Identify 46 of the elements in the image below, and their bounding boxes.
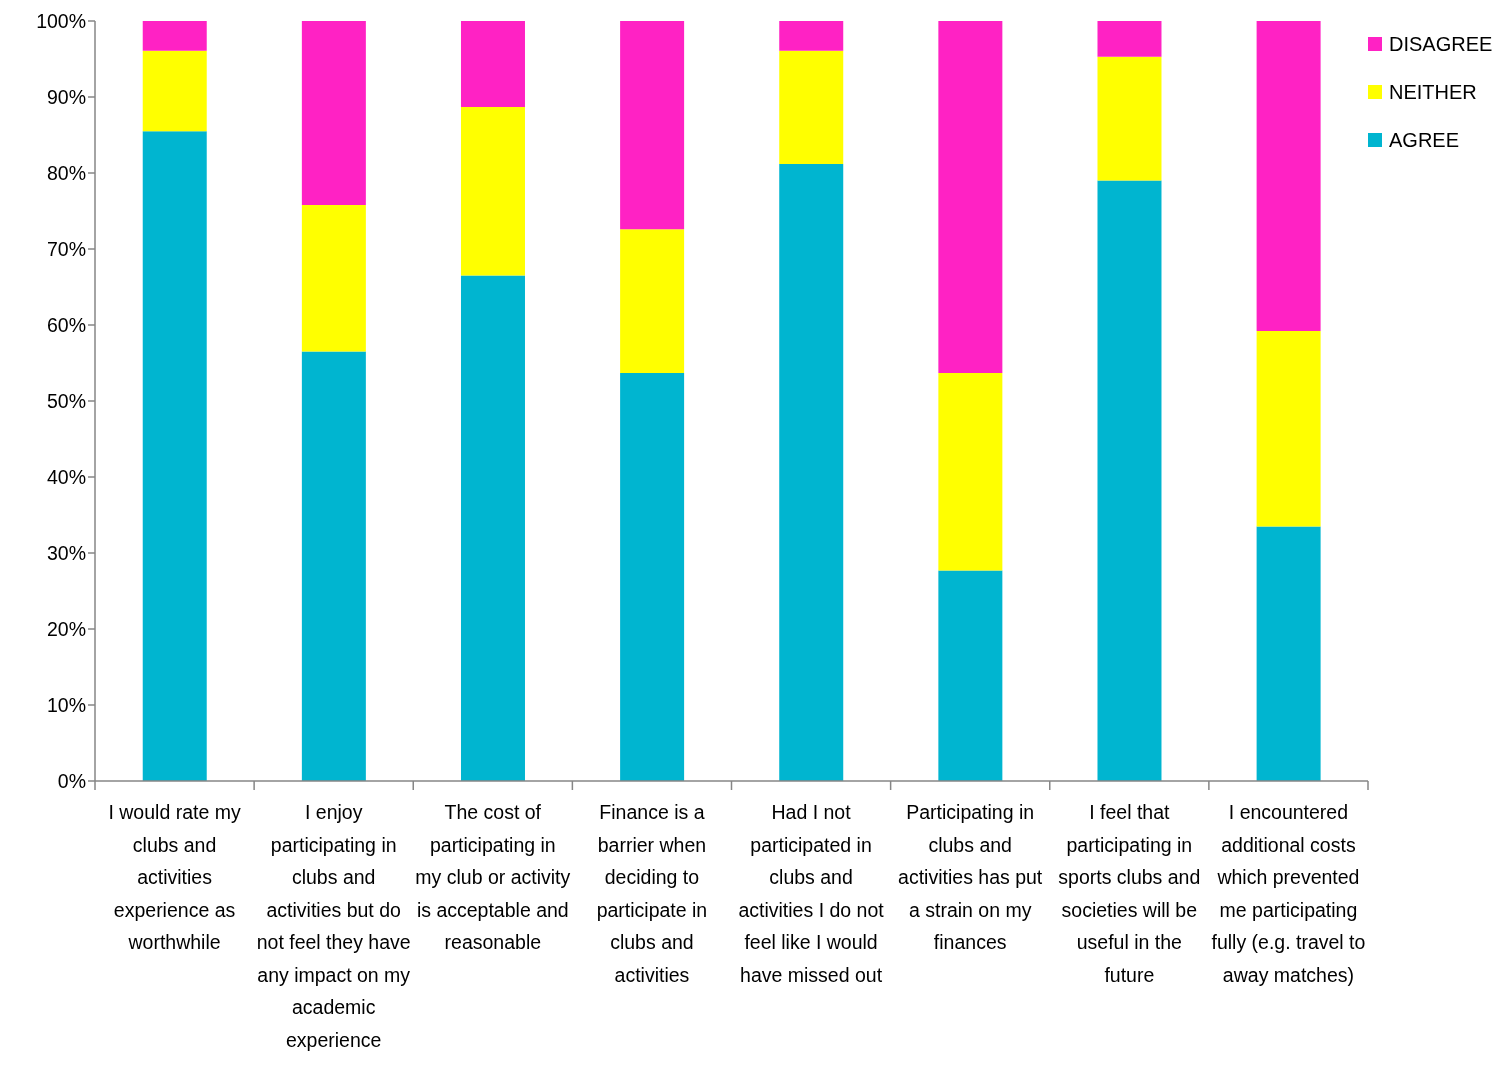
- bar: [460, 21, 525, 107]
- bar: [620, 229, 685, 373]
- bar: [460, 275, 525, 781]
- x-tick-label: I would rate my clubs and activities experience as worthwhile: [108, 801, 241, 953]
- bar: [938, 570, 1003, 781]
- y-tick-label: 40%: [46, 465, 86, 488]
- y-tick-label: 70%: [46, 237, 86, 260]
- y-tick-label: 20%: [46, 617, 86, 640]
- x-tick-label: The cost of participating in my club or activity is acceptable and reasonable: [415, 801, 571, 953]
- y-tick-label: 30%: [46, 541, 86, 564]
- bar: [1097, 56, 1162, 181]
- bar: [1256, 21, 1321, 332]
- bar: [301, 351, 366, 781]
- x-tick-label: Finance is a barrier when deciding to participate in clubs and activities: [596, 801, 708, 986]
- legend-label: AGREE: [1389, 128, 1460, 152]
- x-tick-label: Had I not participated in clubs and activities I do not feel like I would have missed out: [738, 801, 885, 986]
- bar: [1097, 180, 1162, 781]
- bar: [1256, 331, 1321, 527]
- bar: [620, 372, 685, 781]
- bar: [938, 21, 1003, 373]
- bar: [620, 21, 685, 230]
- legend-label: NEITHER: [1389, 80, 1477, 104]
- bar: [1256, 526, 1321, 781]
- y-tick-label: 60%: [46, 313, 86, 336]
- x-tick-label: Participating in clubs and activities has put a strain on my finances: [898, 801, 1043, 953]
- y-tick-label: 10%: [46, 693, 86, 716]
- bar: [779, 163, 844, 781]
- y-tick-label: 80%: [46, 161, 86, 184]
- x-tick-label: I feel that participating in sports clubs and societies will be useful in the future: [1058, 801, 1201, 986]
- y-tick-label: 100%: [36, 9, 86, 32]
- bar: [301, 204, 366, 352]
- bar: [938, 372, 1003, 571]
- y-tick-label: 0%: [57, 769, 86, 792]
- bar: [142, 50, 207, 132]
- y-tick-label: 50%: [46, 389, 86, 412]
- x-tick-label: I enjoy participating in clubs and activities but do not feel they have any impact on my academic experience: [256, 801, 411, 1051]
- y-tick-label: 90%: [46, 85, 86, 108]
- bar: [1097, 21, 1162, 57]
- bar: [301, 21, 366, 205]
- x-tick-label: I encountered additional costs which prevented me participating fully (e.g. travel to away matches): [1211, 801, 1366, 986]
- bar: [460, 106, 525, 276]
- bar: [142, 131, 207, 781]
- bar: [142, 21, 207, 51]
- legend-label: DISAGREE: [1389, 32, 1493, 56]
- bar: [779, 21, 844, 51]
- bar: [779, 50, 844, 164]
